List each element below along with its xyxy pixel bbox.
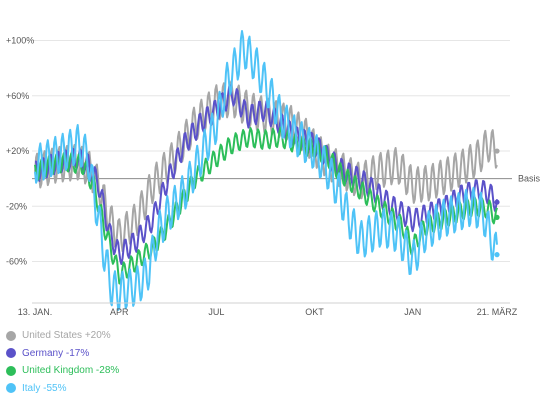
legend-dot-icon bbox=[6, 365, 16, 376]
series-group bbox=[34, 30, 500, 311]
y-tick-label: +20% bbox=[6, 146, 29, 156]
x-tick-label: 21. MÄRZ bbox=[477, 307, 518, 317]
legend-dot-icon bbox=[6, 383, 16, 394]
x-tick-label: JUL bbox=[208, 307, 224, 317]
legend: United States +20% Germany -17% United Kin… bbox=[6, 327, 119, 397]
legend-label: Italy -55% bbox=[22, 382, 67, 394]
legend-item[interactable]: Germany -17% bbox=[6, 345, 119, 363]
legend-label: Germany -17% bbox=[22, 347, 90, 359]
line-chart: +100% +60% +20% -20% -60% Basis 13. JAN. APR JUL… bbox=[6, 30, 541, 317]
series-end-point bbox=[494, 148, 500, 154]
legend-item[interactable]: United Kingdom -28% bbox=[6, 362, 119, 380]
axes: +100% +60% +20% -20% -60% Basis 13. JAN. APR JUL… bbox=[6, 36, 541, 317]
legend-item[interactable]: Italy -55% bbox=[6, 380, 119, 398]
legend-dot-icon bbox=[6, 348, 16, 359]
x-tick-label: 13. JAN. bbox=[18, 307, 53, 317]
y-tick-label: -20% bbox=[6, 201, 27, 211]
series-end-point bbox=[494, 252, 500, 258]
legend-item[interactable]: United States +20% bbox=[6, 327, 119, 345]
legend-label: United Kingdom -28% bbox=[22, 365, 120, 377]
series-line bbox=[34, 30, 498, 311]
x-tick-label: OKT bbox=[305, 307, 324, 317]
baseline-label: Basis bbox=[518, 174, 541, 184]
series-end-point bbox=[494, 214, 500, 220]
y-tick-label: +100% bbox=[6, 36, 34, 46]
legend-dot-icon bbox=[6, 330, 16, 341]
series-end-point bbox=[494, 199, 500, 205]
series-line bbox=[34, 80, 498, 253]
y-tick-label: -60% bbox=[6, 257, 27, 267]
x-tick-label: APR bbox=[110, 307, 129, 317]
x-tick-label: JAN bbox=[404, 307, 421, 317]
y-tick-label: +60% bbox=[6, 91, 29, 101]
legend-label: United States +20% bbox=[22, 330, 111, 342]
